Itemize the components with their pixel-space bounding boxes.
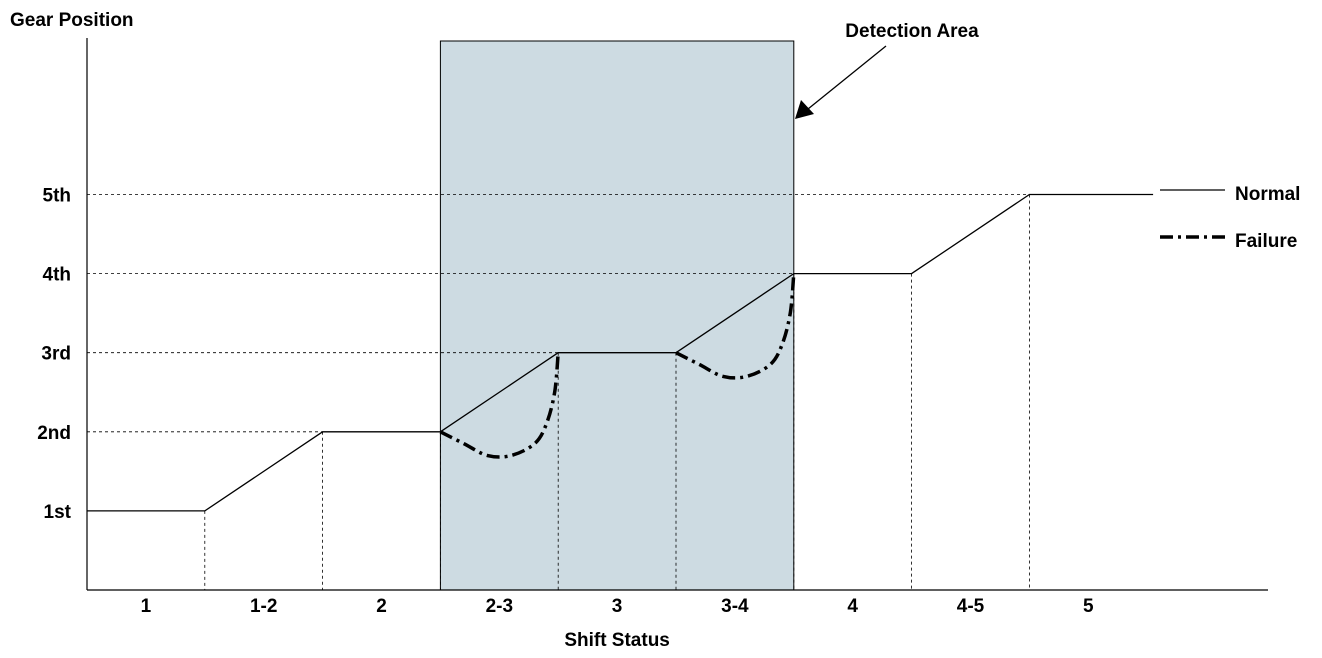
- x-axis-title: Shift Status: [564, 630, 670, 651]
- detection-area-arrow-shaft: [807, 45, 887, 110]
- x-tick-label: 1-2: [250, 596, 277, 617]
- x-tick-label: 2-3: [486, 596, 513, 617]
- detection-area-label: Detection Area: [845, 21, 979, 42]
- legend-normal-label: Normal: [1235, 184, 1300, 205]
- failure-series-curve-1: [439, 352, 560, 459]
- x-tick-label: 2: [376, 596, 387, 617]
- x-tick-label: 4: [847, 596, 858, 617]
- y-tick-label: 5th: [43, 186, 72, 207]
- normal-series-line: [87, 193, 1154, 512]
- x-tick-label: 1: [141, 596, 152, 617]
- y-tick-label: 4th: [43, 265, 72, 286]
- y-axis-title: Gear Position: [10, 10, 134, 31]
- detection-area-region: [439, 40, 795, 591]
- y-tick-label: 3rd: [41, 344, 71, 365]
- y-tick-label: 1st: [44, 502, 72, 523]
- x-tick-label: 3: [612, 596, 623, 617]
- detection-area-arrow-head: [795, 100, 814, 119]
- x-tick-label: 4-5: [957, 596, 985, 617]
- legend-failure-label: Failure: [1235, 231, 1297, 252]
- x-tick-label: 5: [1083, 596, 1094, 617]
- failure-series-curve-2: [675, 273, 796, 380]
- x-tick-label: 3-4: [721, 596, 749, 617]
- y-tick-label: 2nd: [37, 423, 71, 444]
